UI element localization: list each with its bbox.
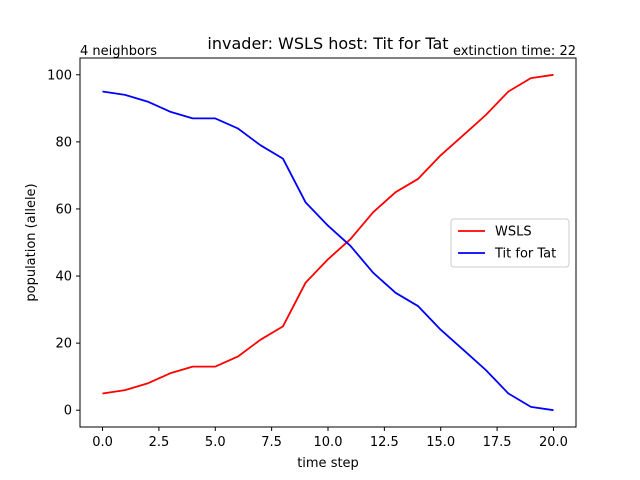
y-axis-label: population (allele) [24, 183, 39, 301]
y-tick-label: 80 [55, 135, 72, 150]
series-lines [102, 73, 554, 412]
x-tick-label: 20.0 [539, 435, 568, 450]
x-tick-label: 5.0 [205, 435, 226, 450]
extinction-time-note: extinction time: 22 [453, 44, 576, 59]
x-tick-label: 7.5 [261, 435, 282, 450]
x-axis-label: time step [297, 456, 359, 471]
y-tick-label: 20 [55, 337, 72, 352]
y-tick-label: 60 [55, 202, 72, 217]
x-tick-label: 0.0 [92, 435, 113, 450]
x-tick-label: 10.0 [314, 435, 343, 450]
plot-frame [79, 57, 577, 428]
x-tick-label: 12.5 [370, 435, 399, 450]
axis-ticks: 0.0 2.5 5.0 7.5 10.0 12.5 15.0 17.5 20.0 0 20 40 60 8… [47, 68, 568, 450]
y-tick-label: 100 [47, 68, 72, 83]
y-tick-label: 40 [55, 270, 72, 285]
legend: WSLS Tit for Tat [450, 218, 570, 268]
series-line-wsls [102, 73, 554, 395]
x-tick-label: 15.0 [426, 435, 455, 450]
x-tick-label: 17.5 [483, 435, 512, 450]
legend-label: Tit for Tat [494, 247, 556, 262]
chart-title: invader: WSLS host: Tit for Tat [207, 34, 448, 53]
series-line-tit-for-tat [102, 90, 554, 412]
x-tick-label: 2.5 [149, 435, 170, 450]
y-tick-label: 0 [64, 404, 72, 419]
legend-label: WSLS [495, 225, 532, 240]
neighbors-note: 4 neighbors [80, 44, 157, 59]
